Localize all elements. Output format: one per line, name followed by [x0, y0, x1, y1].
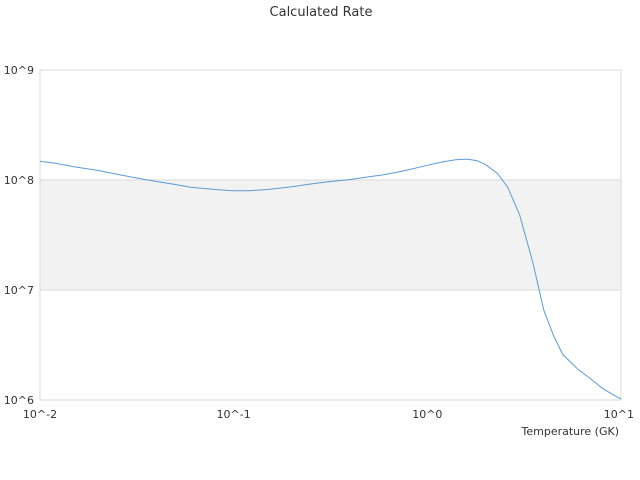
shaded-band — [40, 180, 621, 290]
x-axis-title: Temperature (GK) — [521, 425, 620, 438]
y-axis: 10^6 10^7 10^8 10^9 — [4, 64, 34, 407]
y-tick-label: 10^7 — [4, 284, 34, 297]
x-tick-label: 10^1 — [604, 408, 634, 421]
x-tick-label: 10^-2 — [23, 408, 57, 421]
plot-area — [39, 69, 622, 401]
x-tick-label: 10^-1 — [217, 408, 251, 421]
y-tick-label: 10^6 — [4, 394, 34, 407]
y-tick-label: 10^8 — [4, 174, 34, 187]
x-axis: 10^-2 10^-1 10^0 10^1 — [23, 408, 634, 421]
y-tick-label: 10^9 — [4, 64, 34, 77]
series-line — [39, 158, 622, 400]
x-tick-label: 10^0 — [412, 408, 442, 421]
chart-title: Calculated Rate — [270, 5, 373, 20]
